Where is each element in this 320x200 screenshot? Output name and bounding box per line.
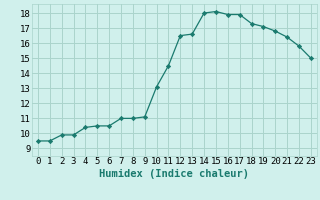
X-axis label: Humidex (Indice chaleur): Humidex (Indice chaleur) [100,169,249,179]
